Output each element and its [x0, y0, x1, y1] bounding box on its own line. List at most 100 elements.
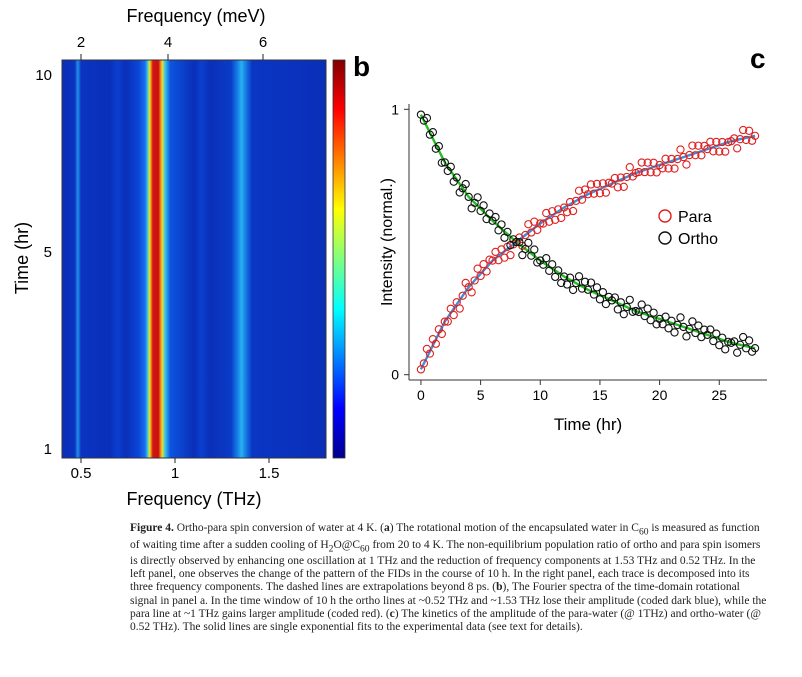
point-ortho-dense	[548, 260, 557, 269]
caption-c60-sub: 60	[638, 526, 649, 538]
caption-b-mark: b	[496, 581, 503, 594]
point-para-dense	[619, 182, 628, 191]
point-ortho-dense	[571, 278, 581, 288]
point-ortho-dense	[485, 209, 494, 218]
point-para-dense	[533, 225, 542, 235]
point-ortho-dense	[625, 295, 634, 305]
point-para-dense	[437, 329, 446, 339]
point-para-dense	[470, 276, 479, 285]
point-ortho-dense	[670, 328, 679, 337]
point-ortho-dense	[736, 340, 745, 349]
point-ortho-dense	[598, 288, 608, 297]
point-ortho-dense	[741, 344, 751, 353]
point-ortho-dense	[649, 308, 658, 317]
point-ortho-dense	[676, 313, 685, 322]
point-para-dense	[586, 180, 596, 189]
point-para-dense	[431, 339, 440, 348]
point-para-dense	[628, 172, 637, 181]
point-para-dense	[458, 291, 467, 300]
chart-y-label: Intensity (normal.)	[379, 178, 396, 306]
point-ortho-dense	[461, 179, 470, 189]
caption-c-mark: c	[389, 607, 395, 620]
point-ortho-dense	[428, 127, 438, 137]
point-ortho-dense	[733, 348, 742, 357]
y-tick-label: 1	[391, 101, 399, 117]
point-ortho-dense	[646, 316, 655, 325]
point-para-dense	[658, 164, 667, 173]
y-tick-1: 1	[44, 441, 52, 458]
point-para-dense	[721, 147, 730, 156]
legend-ortho-marker	[658, 231, 672, 245]
point-para-dense	[482, 267, 491, 276]
point-ortho-dense	[562, 280, 572, 289]
point-para-dense	[676, 145, 685, 154]
point-para-dense	[733, 144, 742, 153]
caption-part-3: is measured as function of waiting time …	[130, 522, 760, 551]
point-ortho-dense	[637, 300, 646, 309]
point-para-dense	[661, 154, 670, 163]
point-ortho-dense	[503, 227, 512, 237]
point-ortho-dense	[557, 278, 566, 288]
point-para-dense	[634, 167, 643, 177]
point-ortho-dense	[715, 341, 724, 350]
point-para-dense	[530, 217, 539, 226]
point-ortho-dense	[724, 337, 733, 347]
caption-a-mark: a	[384, 522, 390, 534]
point-para	[536, 219, 545, 228]
caption-part-7: ) The kinetics of the amplitude of the p…	[130, 607, 761, 634]
point-ortho-dense	[449, 177, 458, 186]
point-ortho	[559, 272, 569, 281]
point-para-dense	[443, 317, 452, 326]
point-para-dense	[709, 147, 718, 156]
point-para-dense	[449, 310, 458, 320]
point-para-dense	[747, 136, 757, 145]
point-ortho-dense	[577, 284, 587, 293]
point-ortho-dense	[533, 258, 542, 267]
point-para-dense	[670, 164, 679, 173]
point-ortho-dense	[700, 325, 709, 334]
point-ortho-dense	[730, 337, 739, 346]
point-ortho-dense	[718, 333, 727, 342]
point-para	[679, 152, 688, 162]
point-para-dense	[625, 163, 634, 172]
point-para-dense	[691, 151, 700, 160]
top-axis-label: Frequency (meV)	[126, 6, 265, 26]
x-tick-1: 1	[171, 465, 179, 482]
legend-para-marker	[658, 209, 672, 223]
point-ortho-dense	[601, 299, 611, 309]
point-ortho-dense	[640, 311, 649, 321]
point-para-dense	[724, 137, 733, 147]
x-tick-label: 25	[711, 387, 727, 403]
point-ortho-dense	[568, 285, 578, 295]
point-para-dense	[571, 196, 581, 206]
caption-h2-sub: 2	[328, 542, 334, 554]
x-tick-label: 20	[652, 387, 668, 403]
point-para-dense	[580, 185, 590, 194]
figure-caption: Figure 4. Ortho-para spin conversion of …	[130, 522, 770, 634]
point-para-dense	[554, 205, 563, 214]
point-ortho-dense	[595, 295, 605, 304]
point-ortho-dense	[443, 166, 452, 176]
point-para-dense	[736, 135, 745, 144]
point-para-dense	[562, 208, 572, 217]
point-para-dense	[595, 189, 605, 198]
panel-c-letter: c	[750, 43, 766, 74]
heatmap-panel: Frequency (meV) 2 4 6 10 5 1 Time (hr) 0…	[12, 6, 327, 509]
point-ortho-dense	[554, 266, 563, 275]
point-ortho-dense	[661, 312, 670, 321]
point-para-dense	[467, 288, 476, 297]
point-ortho-dense	[434, 142, 443, 151]
point-ortho-dense	[589, 290, 599, 299]
figure-label: Figure 4.	[130, 522, 174, 534]
x-tick-label: 15	[592, 387, 608, 403]
point-para-dense	[664, 164, 673, 173]
point-para-dense	[485, 255, 494, 264]
point-para-dense	[712, 137, 721, 147]
point-ortho-dense	[580, 277, 590, 286]
caption-part-5: from 20 to 4 K. The non-equilibrium popu…	[130, 538, 761, 594]
top-tick-2: 2	[77, 34, 85, 51]
point-ortho-dense	[604, 292, 614, 302]
point-ortho-dense	[628, 307, 637, 316]
y-axis-label: Time (hr)	[12, 222, 32, 294]
point-para-dense	[640, 167, 649, 177]
